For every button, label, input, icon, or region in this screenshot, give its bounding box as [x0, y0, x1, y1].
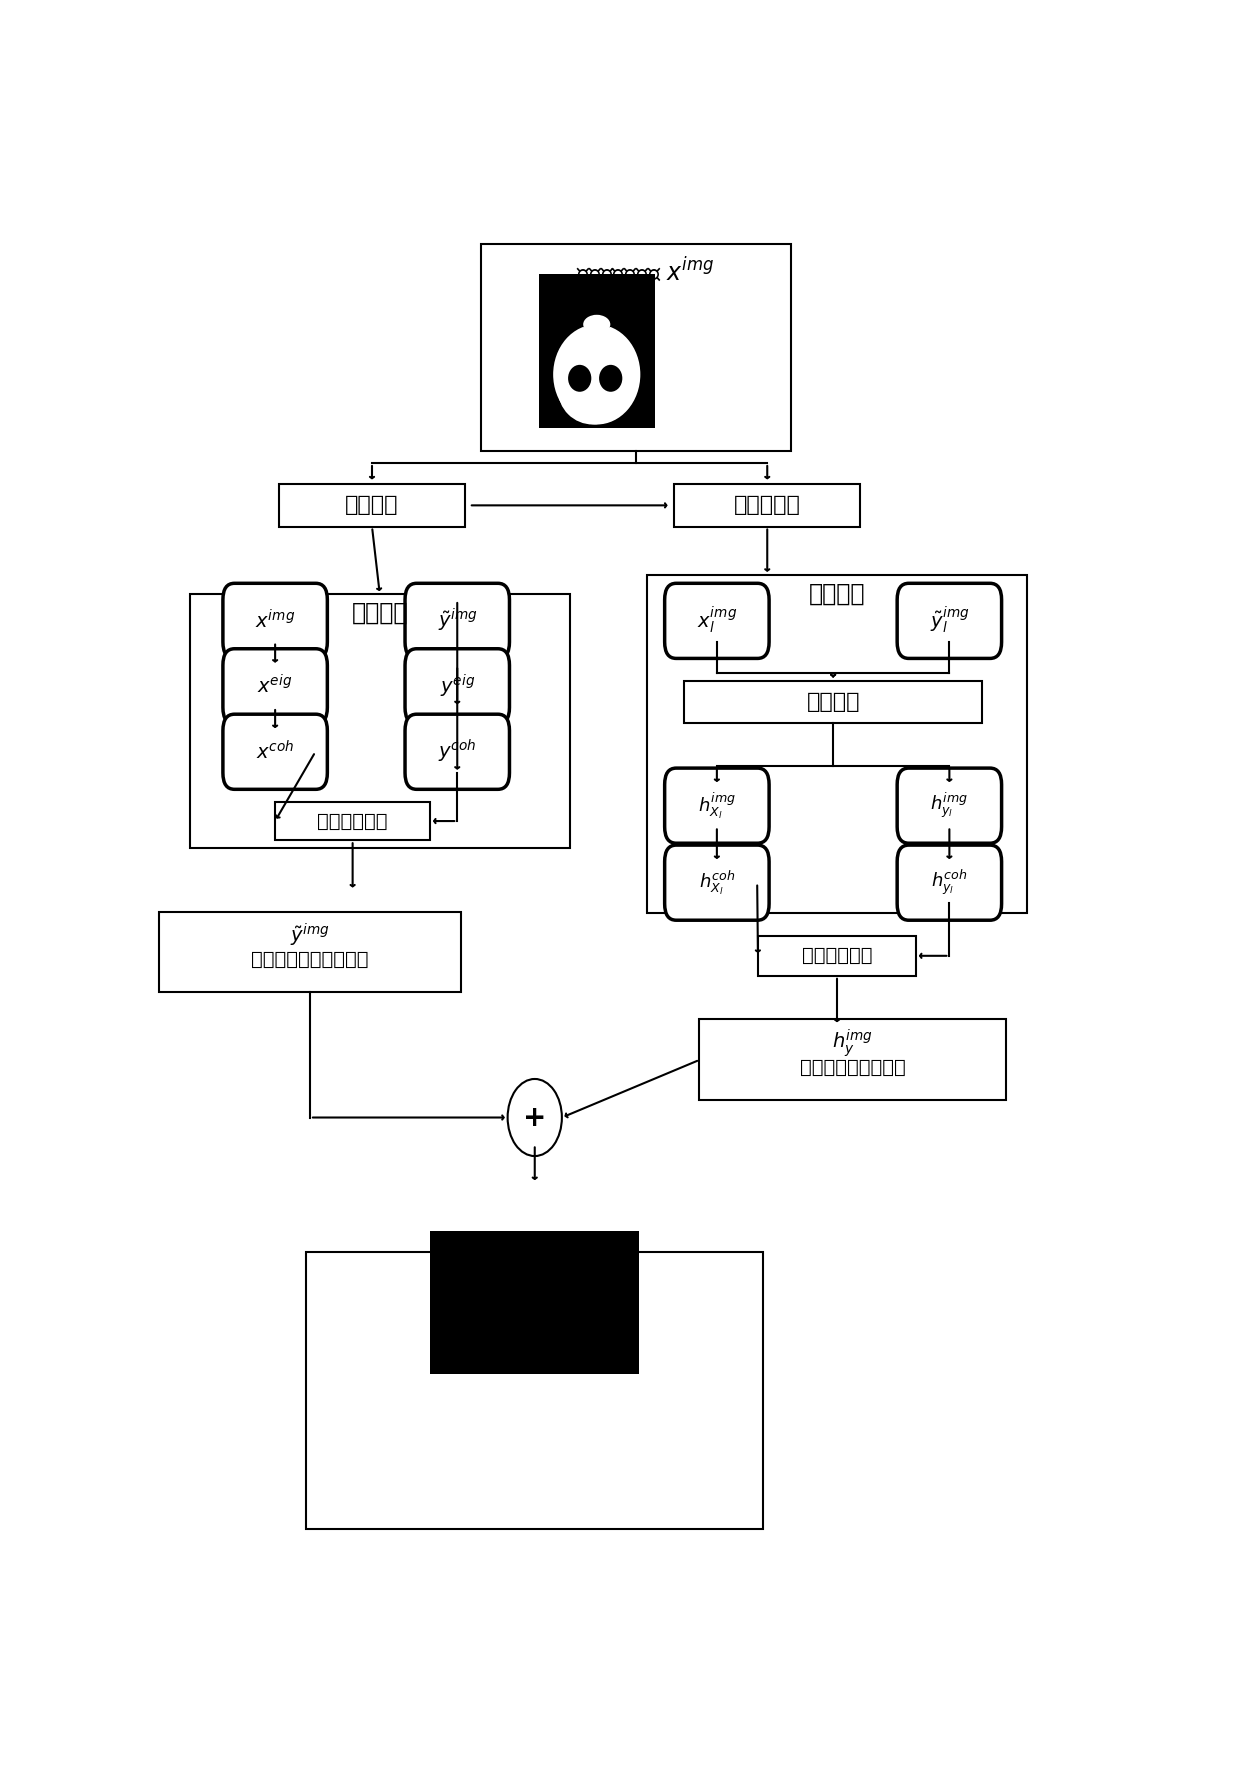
FancyBboxPatch shape — [665, 846, 769, 920]
FancyBboxPatch shape — [275, 801, 430, 840]
Text: $h_{y_l}^{img}$: $h_{y_l}^{img}$ — [930, 791, 968, 821]
Text: $x_l^{img}$: $x_l^{img}$ — [697, 605, 737, 637]
Text: 计算残差: 计算残差 — [806, 691, 859, 711]
FancyBboxPatch shape — [306, 1252, 764, 1530]
Text: 最终重建的可见光谱图像: 最终重建的可见光谱图像 — [461, 1269, 609, 1289]
Bar — [538, 275, 655, 429]
Text: +: + — [523, 1103, 547, 1131]
Text: 局部线性嵌入: 局部线性嵌入 — [317, 812, 388, 830]
Ellipse shape — [599, 365, 622, 392]
FancyBboxPatch shape — [898, 583, 1002, 658]
Text: $y^{img}$: $y^{img}$ — [513, 1291, 557, 1321]
FancyBboxPatch shape — [647, 574, 1027, 913]
FancyBboxPatch shape — [190, 594, 569, 847]
FancyBboxPatch shape — [898, 768, 1002, 844]
FancyBboxPatch shape — [405, 715, 510, 789]
Text: $h_{X_l}^{coh}$: $h_{X_l}^{coh}$ — [698, 869, 735, 897]
Text: 重建全局可见光谱图像: 重建全局可见光谱图像 — [252, 950, 368, 970]
Text: $x^{img}$: $x^{img}$ — [255, 610, 295, 633]
Text: $h_{X_l}^{img}$: $h_{X_l}^{img}$ — [698, 791, 735, 821]
FancyBboxPatch shape — [159, 911, 461, 993]
Ellipse shape — [516, 1496, 554, 1512]
Text: 热红外测试图像 $x^{img}$: 热红外测试图像 $x^{img}$ — [575, 255, 714, 285]
Text: $\tilde{y}^{img}$: $\tilde{y}^{img}$ — [438, 608, 477, 635]
Ellipse shape — [553, 324, 640, 424]
FancyBboxPatch shape — [223, 649, 327, 723]
Text: $\tilde{y}_l^{img}$: $\tilde{y}_l^{img}$ — [930, 605, 970, 637]
Text: $\tilde{y}^{img}$: $\tilde{y}^{img}$ — [290, 922, 330, 949]
Text: 全局重建: 全局重建 — [351, 601, 408, 626]
Ellipse shape — [582, 333, 613, 362]
Text: $h_y^{img}$: $h_y^{img}$ — [832, 1027, 873, 1058]
FancyBboxPatch shape — [699, 1019, 1006, 1101]
Text: $y^{eig}$: $y^{eig}$ — [440, 672, 475, 700]
Text: 重建可见光谱图像块: 重建可见光谱图像块 — [800, 1058, 905, 1076]
FancyBboxPatch shape — [405, 583, 510, 658]
FancyBboxPatch shape — [665, 768, 769, 844]
Text: $x^{eig}$: $x^{eig}$ — [258, 676, 293, 699]
Text: $h_{y_l}^{coh}$: $h_{y_l}^{coh}$ — [931, 869, 967, 897]
FancyBboxPatch shape — [279, 484, 465, 527]
Ellipse shape — [573, 296, 620, 330]
Bar — [430, 1232, 640, 1374]
Text: 全局图像: 全局图像 — [345, 495, 399, 516]
Text: 局部细化: 局部细化 — [808, 582, 866, 606]
FancyBboxPatch shape — [758, 936, 916, 975]
Text: 局部图像块: 局部图像块 — [734, 495, 801, 516]
Ellipse shape — [583, 316, 610, 333]
FancyBboxPatch shape — [481, 243, 791, 452]
Ellipse shape — [568, 365, 591, 392]
Text: 局部线性嵌入: 局部线性嵌入 — [802, 947, 872, 965]
Text: $x^{coh}$: $x^{coh}$ — [255, 739, 294, 764]
FancyBboxPatch shape — [684, 681, 982, 723]
FancyBboxPatch shape — [898, 846, 1002, 920]
FancyBboxPatch shape — [675, 484, 861, 527]
FancyBboxPatch shape — [665, 583, 769, 658]
Text: $y^{coh}$: $y^{coh}$ — [438, 738, 476, 766]
FancyBboxPatch shape — [405, 649, 510, 723]
FancyBboxPatch shape — [223, 715, 327, 789]
FancyBboxPatch shape — [223, 583, 327, 658]
Ellipse shape — [558, 355, 627, 424]
